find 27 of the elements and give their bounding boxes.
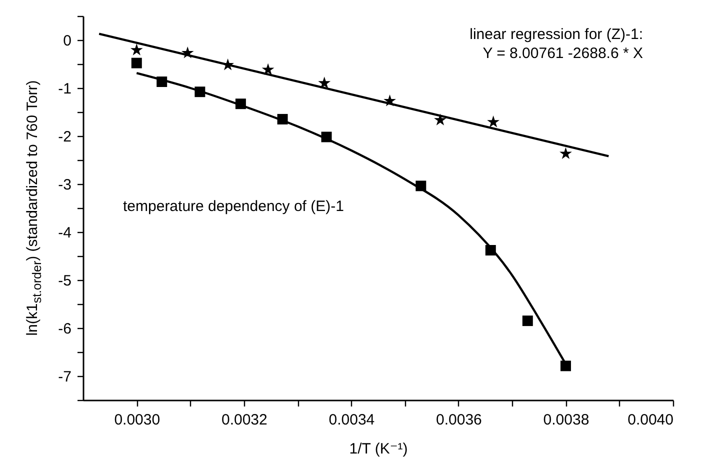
point [318, 76, 331, 88]
point [560, 360, 571, 372]
point [131, 58, 142, 68]
y-tick-label: -4 [58, 224, 72, 242]
y-tick-label: 0 [63, 32, 72, 50]
x-axis-title: 1/T (K⁻¹) [349, 440, 408, 458]
x-tick-label: 0.0036 [436, 412, 482, 428]
x-tick-label: 0.0040 [628, 412, 674, 428]
point [560, 147, 572, 160]
x-tick-label: 0.0034 [328, 412, 375, 428]
point [130, 44, 143, 56]
annotation: linear regression for (Z)-1: [470, 26, 643, 43]
y-tick-label: -6 [58, 320, 72, 338]
point [434, 114, 446, 126]
y-tick-label: -3 [58, 176, 72, 194]
point [522, 316, 533, 326]
point [487, 116, 500, 128]
y-tick-label: -7 [58, 368, 72, 386]
y-tick-label: -5 [58, 272, 72, 290]
annotation: Y = 8.00761 -2688.6 * X [482, 45, 643, 62]
x-tick-label: 0.0030 [114, 412, 160, 428]
point [262, 63, 274, 76]
x-tick-label: 0.0038 [543, 412, 590, 428]
y-tick-label: -2 [58, 128, 72, 146]
y-tick-label: -1 [58, 80, 72, 98]
annotation: temperature dependency of (E)-1 [123, 198, 344, 215]
x-tick-label: 0.0032 [221, 412, 268, 428]
